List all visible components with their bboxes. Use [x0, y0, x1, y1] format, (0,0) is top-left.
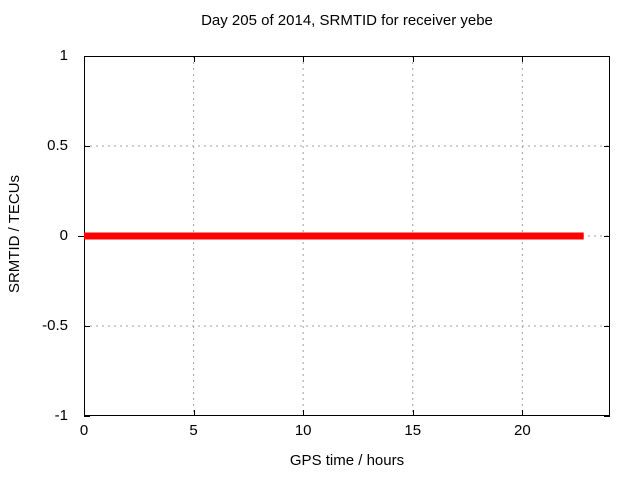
x-tick-label: 15 [404, 422, 422, 439]
plot-svg [78, 56, 610, 417]
chart-title: Day 205 of 2014, SRMTID for receiver yeb… [201, 12, 493, 29]
y-tick-label: -0.5 [42, 317, 68, 334]
x-axis-label: GPS time / hours [289, 452, 405, 469]
x-tick-label: 20 [513, 422, 531, 439]
x-tick-label: 5 [189, 422, 198, 439]
x-tick-label: 0 [79, 422, 89, 439]
x-tick-label: 10 [294, 422, 312, 439]
plot-area [78, 56, 610, 417]
y-tick-label: -1 [54, 407, 68, 424]
y-tick-label: 0 [59, 227, 68, 244]
y-tick-label: 1 [59, 47, 68, 64]
y-tick-label: 0.5 [47, 137, 68, 154]
